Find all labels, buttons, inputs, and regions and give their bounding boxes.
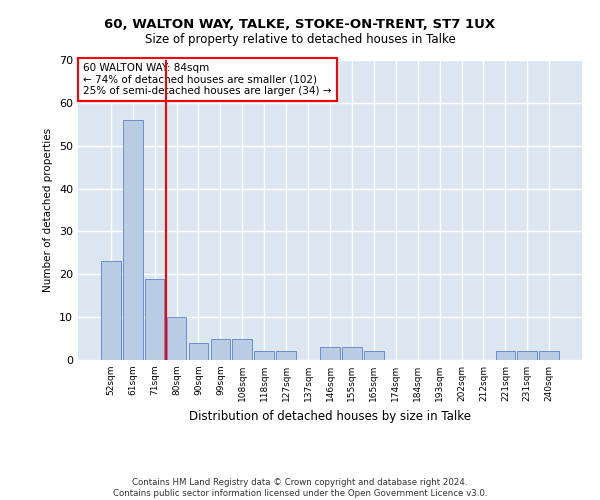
Text: 60, WALTON WAY, TALKE, STOKE-ON-TRENT, ST7 1UX: 60, WALTON WAY, TALKE, STOKE-ON-TRENT, S… xyxy=(104,18,496,30)
Bar xyxy=(496,352,515,360)
Bar xyxy=(517,352,537,360)
Text: Contains HM Land Registry data © Crown copyright and database right 2024.
Contai: Contains HM Land Registry data © Crown c… xyxy=(113,478,487,498)
Bar xyxy=(211,338,230,360)
Bar xyxy=(320,347,340,360)
Y-axis label: Number of detached properties: Number of detached properties xyxy=(43,128,53,292)
Bar xyxy=(342,347,362,360)
Bar xyxy=(167,317,187,360)
Bar xyxy=(188,343,208,360)
Bar xyxy=(254,352,274,360)
Text: 60 WALTON WAY: 84sqm
← 74% of detached houses are smaller (102)
25% of semi-deta: 60 WALTON WAY: 84sqm ← 74% of detached h… xyxy=(83,63,332,96)
Bar xyxy=(101,262,121,360)
Bar xyxy=(364,352,384,360)
Text: Size of property relative to detached houses in Talke: Size of property relative to detached ho… xyxy=(145,32,455,46)
Bar xyxy=(145,278,164,360)
Bar xyxy=(123,120,143,360)
Bar xyxy=(539,352,559,360)
Bar xyxy=(276,352,296,360)
X-axis label: Distribution of detached houses by size in Talke: Distribution of detached houses by size … xyxy=(189,410,471,422)
Bar xyxy=(232,338,252,360)
